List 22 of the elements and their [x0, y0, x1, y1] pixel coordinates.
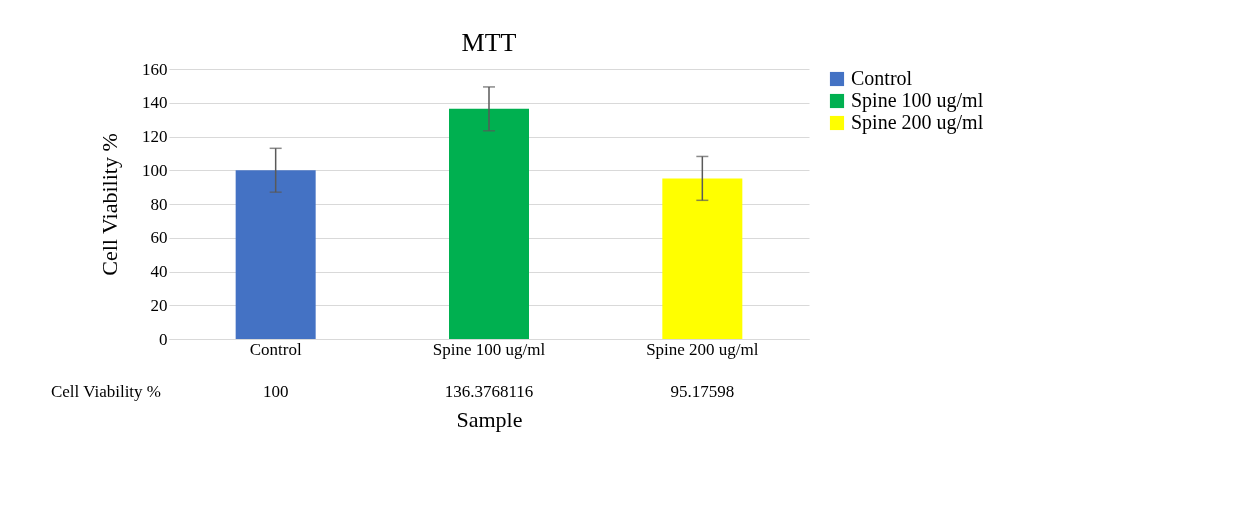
y-tick-label: 140 [142, 93, 168, 113]
x-axis-title: Sample [456, 406, 523, 432]
legend-label: Spine 100 ug/ml [851, 89, 984, 112]
legend-label: Spine 200 ug/ml [851, 111, 984, 134]
x-tick-label: Spine 200 ug/ml [646, 339, 759, 359]
data-label: 100 [262, 382, 289, 401]
data-label: 95.17598 [670, 382, 735, 401]
y-tick-label: 60 [150, 228, 168, 248]
y-tick-label: 80 [150, 194, 168, 214]
x-tick-label: Control [249, 339, 302, 359]
y-tick-label: 160 [142, 59, 168, 79]
y-tick-label: 0 [159, 329, 168, 349]
y-tick-label: 20 [150, 295, 168, 315]
y-tick-label: 120 [142, 127, 168, 146]
y-tick-label: 100 [142, 160, 168, 180]
text: Cell Viability % [50, 382, 161, 401]
legend-label: Control [851, 67, 913, 89]
y-axis-title: Cell Viability % [97, 133, 122, 276]
chart-title: MTT [461, 28, 517, 57]
y-tick-label: 40 [150, 262, 168, 281]
x-tick-label: Spine 100 ug/ml [432, 339, 546, 359]
data-label: 136.3768116 [444, 382, 534, 401]
